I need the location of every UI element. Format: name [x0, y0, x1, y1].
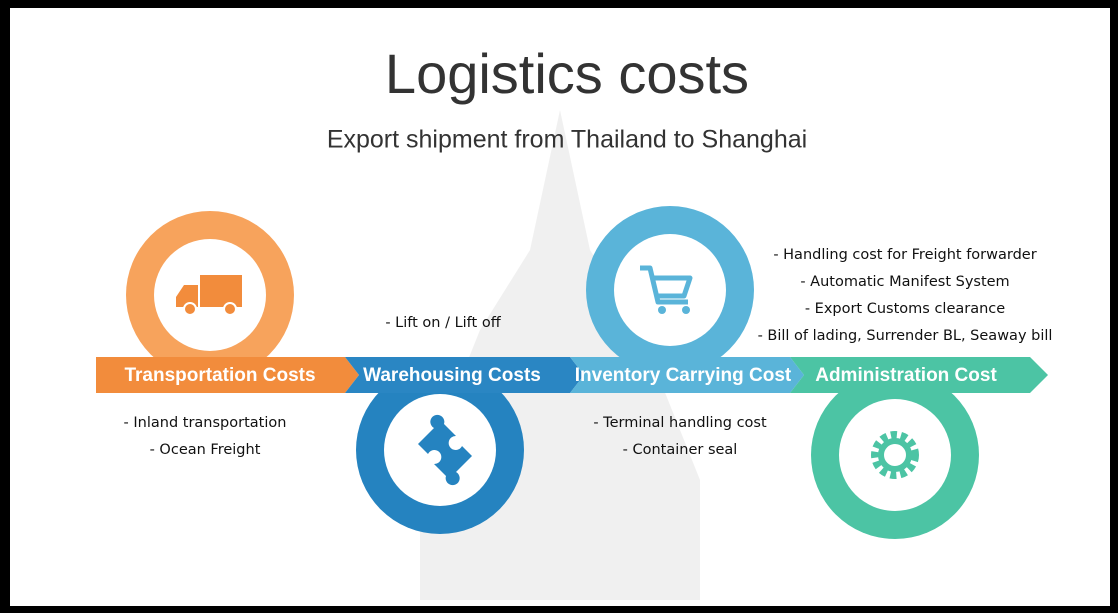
stage-label: Administration Cost — [815, 365, 997, 386]
cart-wheel — [658, 306, 666, 314]
stage-band — [790, 357, 1048, 393]
truck-cab — [176, 285, 198, 307]
stage-ring-inner — [614, 234, 726, 346]
stage-item: - Bill of lading, Surrender BL, Seaway b… — [758, 328, 1053, 344]
stage-item: - Container seal — [623, 442, 738, 458]
stage-label: Inventory Carrying Cost — [575, 365, 792, 386]
stage-item: - Export Customs clearance — [805, 301, 1005, 317]
stage-ring-inner — [839, 399, 951, 511]
stage-item: - Inland transportation — [124, 415, 287, 431]
title: Logistics costs — [385, 42, 749, 105]
cart-icon — [640, 265, 693, 305]
subtitle: Export shipment from Thailand to Shangha… — [327, 126, 807, 154]
truck-wheel — [223, 302, 237, 316]
stage-label: Warehousing Costs — [363, 365, 541, 386]
stage-band — [570, 357, 804, 393]
stage-band — [345, 357, 584, 393]
truck-wheel — [183, 302, 197, 316]
stage-band — [96, 357, 359, 393]
puzzle-icon — [418, 414, 472, 486]
truck-box — [200, 275, 242, 307]
cart-wheel — [682, 306, 690, 314]
stage-label: Transportation Costs — [124, 365, 315, 386]
gear-body — [878, 438, 912, 472]
stage-item: - Lift on / Lift off — [385, 315, 501, 331]
gear-teeth — [871, 431, 919, 479]
stage-item: - Handling cost for Freight forwarder — [773, 247, 1036, 263]
stage-item: - Ocean Freight — [150, 442, 261, 458]
stages: Transportation Costs - Inland transportat… — [96, 206, 1052, 539]
stage-item: - Automatic Manifest System — [800, 274, 1009, 290]
stage-item: - Terminal handling cost — [593, 415, 767, 431]
